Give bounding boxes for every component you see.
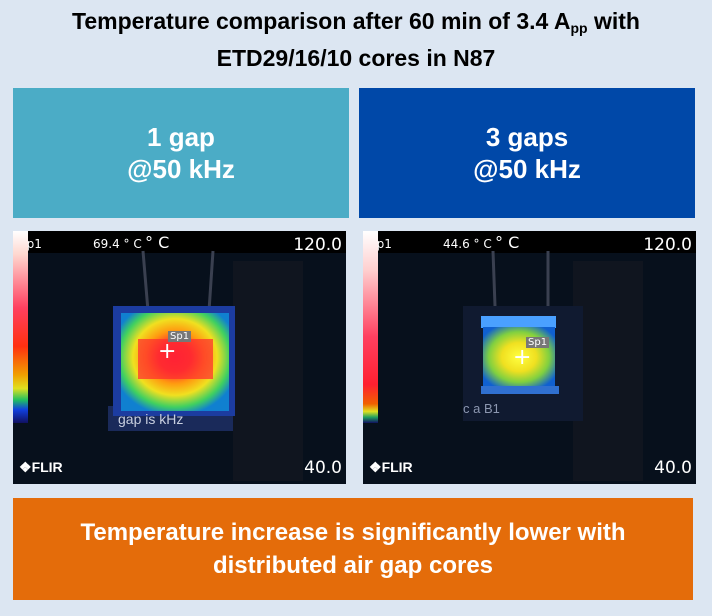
scale-min: 40.0: [654, 458, 692, 478]
panel-3-gaps: 3 gaps @50 kHz: [359, 88, 695, 218]
marker-label: Sp1: [168, 331, 192, 342]
panel-2-label: 3 gaps: [485, 122, 569, 152]
svg-text:c a B1: c a B1: [463, 401, 500, 416]
color-scale-bar: [13, 231, 28, 423]
panel-2-frequency: @50 kHz: [473, 154, 581, 184]
thermal-image-3-gaps: c a B1 Sp1 44.6 ° C ° C Sp1 + 120.0 40.0…: [363, 231, 696, 484]
spot-temperature: 69.4 ° C: [93, 237, 142, 251]
svg-text:gap is kHz: gap is kHz: [118, 411, 183, 427]
spot-temperature: 44.6 ° C: [443, 237, 492, 251]
title-line-1: Temperature comparison after 60 min of 3…: [72, 8, 640, 36]
conclusion-line-2: distributed air gap cores: [212, 552, 494, 579]
flir-logo: ❖FLIR: [19, 459, 63, 475]
conclusion-box: Temperature increase is significantly lo…: [13, 498, 693, 600]
slide-title: Temperature comparison after 60 min of 3…: [0, 6, 712, 73]
scale-min: 40.0: [304, 458, 342, 478]
scale-max: 120.0: [293, 235, 342, 255]
panel-1-frequency: @50 kHz: [127, 154, 235, 184]
thermal-picture: c a B1: [363, 231, 696, 484]
crosshair-icon: +: [158, 339, 177, 364]
crosshair-icon: +: [513, 345, 532, 370]
thermal-picture: gap is kHz: [13, 231, 346, 484]
panel-1-gap: 1 gap @50 kHz: [13, 88, 349, 218]
color-scale-bar: [363, 231, 378, 423]
scale-max: 120.0: [643, 235, 692, 255]
conclusion-line-1: Temperature increase is significantly lo…: [80, 519, 626, 546]
thermal-image-1-gap: gap is kHz Sp1 69.4 ° C ° C Sp1 + 120.0 …: [13, 231, 346, 484]
unit-label: ° C: [495, 233, 520, 252]
unit-label: ° C: [145, 233, 170, 252]
panel-1-label: 1 gap: [147, 122, 215, 152]
flir-logo: ❖FLIR: [369, 459, 413, 475]
title-line-2: ETD29/16/10 cores in N87: [216, 45, 496, 71]
marker-label: Sp1: [526, 337, 550, 348]
